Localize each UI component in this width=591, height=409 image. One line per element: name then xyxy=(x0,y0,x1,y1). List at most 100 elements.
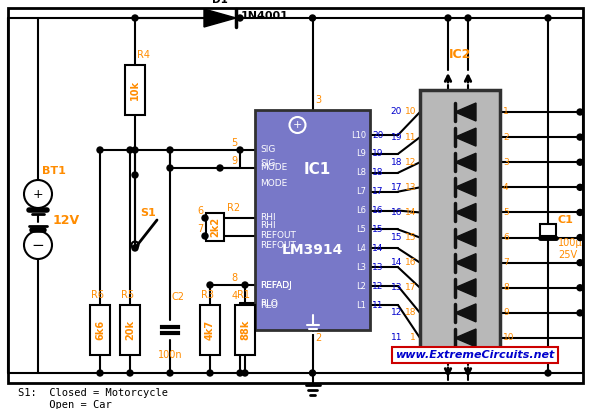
Text: 14: 14 xyxy=(391,258,402,267)
Circle shape xyxy=(242,370,248,376)
Bar xyxy=(540,224,556,236)
Bar xyxy=(120,305,140,355)
Bar xyxy=(125,65,145,115)
Text: 17: 17 xyxy=(391,183,402,192)
Text: R4: R4 xyxy=(137,50,150,60)
Text: L7: L7 xyxy=(356,187,366,196)
Text: R6: R6 xyxy=(92,290,105,300)
Circle shape xyxy=(127,370,133,376)
Circle shape xyxy=(207,370,213,376)
Circle shape xyxy=(97,147,103,153)
Text: 3: 3 xyxy=(316,95,322,105)
Text: 18: 18 xyxy=(391,158,402,167)
Text: 20k: 20k xyxy=(125,320,135,340)
Bar xyxy=(235,305,255,355)
Circle shape xyxy=(577,184,583,190)
Text: L1: L1 xyxy=(356,301,366,310)
Text: MODE: MODE xyxy=(260,164,287,173)
Text: 19: 19 xyxy=(391,133,402,142)
Text: 4: 4 xyxy=(503,183,509,192)
Text: L9: L9 xyxy=(356,149,366,158)
Text: RLO: RLO xyxy=(260,301,278,310)
Text: 7: 7 xyxy=(503,258,509,267)
Text: S1:  Closed = Motorcycle
     Open = Car: S1: Closed = Motorcycle Open = Car xyxy=(18,388,168,409)
Circle shape xyxy=(577,310,583,316)
Text: REFOUT: REFOUT xyxy=(260,231,296,240)
Text: 18: 18 xyxy=(404,308,416,317)
Text: +: + xyxy=(33,187,43,200)
Circle shape xyxy=(465,15,471,21)
Text: IC1: IC1 xyxy=(304,162,331,178)
Circle shape xyxy=(242,282,248,288)
Text: REFADJ: REFADJ xyxy=(260,281,292,290)
Text: 8: 8 xyxy=(232,273,238,283)
Polygon shape xyxy=(455,103,476,121)
Text: REFADJ: REFADJ xyxy=(260,281,292,290)
Text: R1: R1 xyxy=(236,290,249,300)
Text: 5: 5 xyxy=(230,138,237,148)
Polygon shape xyxy=(455,229,476,247)
Text: 12: 12 xyxy=(372,282,384,291)
Text: L4: L4 xyxy=(356,244,366,253)
Text: 15: 15 xyxy=(391,233,402,242)
Circle shape xyxy=(577,234,583,240)
Text: 19: 19 xyxy=(372,149,384,158)
Text: R2: R2 xyxy=(227,203,240,213)
Text: L6: L6 xyxy=(356,206,366,215)
Text: 12: 12 xyxy=(391,308,402,317)
Circle shape xyxy=(577,285,583,291)
Text: SIG: SIG xyxy=(260,159,275,168)
Circle shape xyxy=(202,233,208,239)
Text: 17: 17 xyxy=(404,283,416,292)
Text: 9: 9 xyxy=(503,308,509,317)
Circle shape xyxy=(167,370,173,376)
Polygon shape xyxy=(455,178,476,196)
Text: LM3914: LM3914 xyxy=(282,243,343,257)
Circle shape xyxy=(577,209,583,216)
Circle shape xyxy=(577,109,583,115)
Text: R3: R3 xyxy=(202,290,215,300)
Text: 10: 10 xyxy=(503,333,515,342)
Text: L5: L5 xyxy=(356,225,366,234)
Text: 9: 9 xyxy=(231,156,237,166)
Text: L2: L2 xyxy=(356,282,366,291)
Text: 10: 10 xyxy=(404,108,416,117)
Circle shape xyxy=(237,15,243,21)
Polygon shape xyxy=(455,329,476,347)
Circle shape xyxy=(577,134,583,140)
Polygon shape xyxy=(455,128,476,146)
Text: 4: 4 xyxy=(232,291,238,301)
Text: MODE: MODE xyxy=(260,178,287,187)
Text: +: + xyxy=(293,120,302,130)
Text: BT1: BT1 xyxy=(42,166,66,176)
Text: 2k2: 2k2 xyxy=(210,217,220,237)
Circle shape xyxy=(132,15,138,21)
Text: 3: 3 xyxy=(503,158,509,167)
Text: REFOUT: REFOUT xyxy=(260,240,296,249)
Circle shape xyxy=(545,15,551,21)
Text: 10k: 10k xyxy=(130,80,140,100)
Text: 11: 11 xyxy=(372,301,384,310)
Text: 88k: 88k xyxy=(240,320,250,340)
Text: 100n: 100n xyxy=(158,350,182,360)
Text: L3: L3 xyxy=(356,263,366,272)
Polygon shape xyxy=(455,153,476,171)
Text: R5: R5 xyxy=(121,290,135,300)
Text: L10: L10 xyxy=(351,130,366,139)
Text: 2: 2 xyxy=(503,133,509,142)
Circle shape xyxy=(237,370,243,376)
Circle shape xyxy=(545,370,551,376)
Text: RHI: RHI xyxy=(260,220,275,229)
Polygon shape xyxy=(455,304,476,322)
Bar xyxy=(200,305,220,355)
Text: SIG: SIG xyxy=(260,146,275,155)
Polygon shape xyxy=(455,279,476,297)
Text: C1: C1 xyxy=(558,215,574,225)
Text: 1: 1 xyxy=(503,108,509,117)
Text: 20: 20 xyxy=(372,130,384,139)
Circle shape xyxy=(577,159,583,165)
Circle shape xyxy=(310,370,316,376)
Text: www.ExtremeCircuits.net: www.ExtremeCircuits.net xyxy=(395,350,555,360)
Text: D1: D1 xyxy=(212,0,228,5)
Circle shape xyxy=(202,215,208,221)
